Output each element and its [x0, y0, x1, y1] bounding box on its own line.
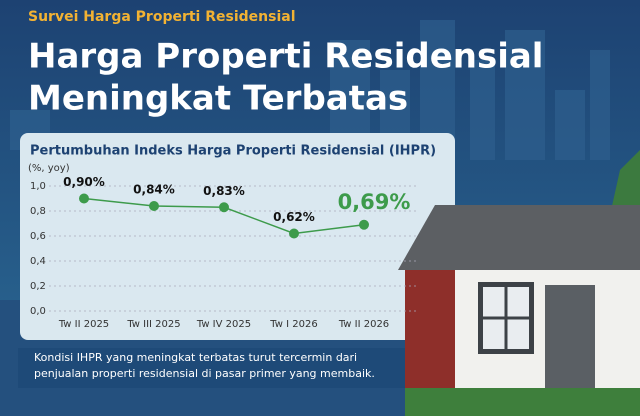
x-tick-label: Tw III 2025 [126, 319, 180, 330]
footnote-band [18, 348, 458, 388]
x-tick-label: Tw IV 2025 [196, 319, 251, 330]
y-tick-label: 1,0 [30, 181, 46, 192]
x-tick-label: Tw II 2025 [58, 319, 109, 330]
value-label: 0,84% [133, 183, 175, 197]
skyline [10, 20, 610, 160]
y-tick-label: 0,6 [30, 231, 46, 242]
title: Meningkat Terbatas [28, 79, 408, 119]
house [398, 205, 640, 416]
chart-title: Pertumbuhan Indeks Harga Properti Reside… [30, 144, 436, 159]
marker [359, 219, 369, 230]
marker [219, 202, 229, 213]
value-label: 0,83% [203, 184, 245, 198]
marker [289, 228, 299, 239]
chart-panel [20, 133, 455, 340]
x-tick-label: Tw II 2026 [338, 319, 389, 330]
y-tick-label: 0,2 [30, 281, 46, 292]
kicker: Survei Harga Properti Residensial [28, 9, 296, 25]
y-tick-label: 0,8 [30, 206, 46, 217]
value-label: 0,69% [338, 190, 411, 214]
marker [79, 193, 89, 204]
y-axis-label: (%, yoy) [28, 163, 70, 174]
footnote: Kondisi IHPR yang meningkat terbatas tur… [34, 351, 357, 364]
footnote: penjualan properti residensial di pasar … [34, 367, 375, 380]
value-label: 0,62% [273, 210, 315, 224]
x-tick-label: Tw I 2026 [269, 319, 317, 330]
y-tick-label: 0,0 [30, 306, 46, 317]
value-label: 0,90% [63, 175, 105, 189]
title: Harga Properti Residensial [28, 37, 543, 77]
y-tick-label: 0,4 [30, 256, 46, 267]
marker [149, 201, 159, 211]
